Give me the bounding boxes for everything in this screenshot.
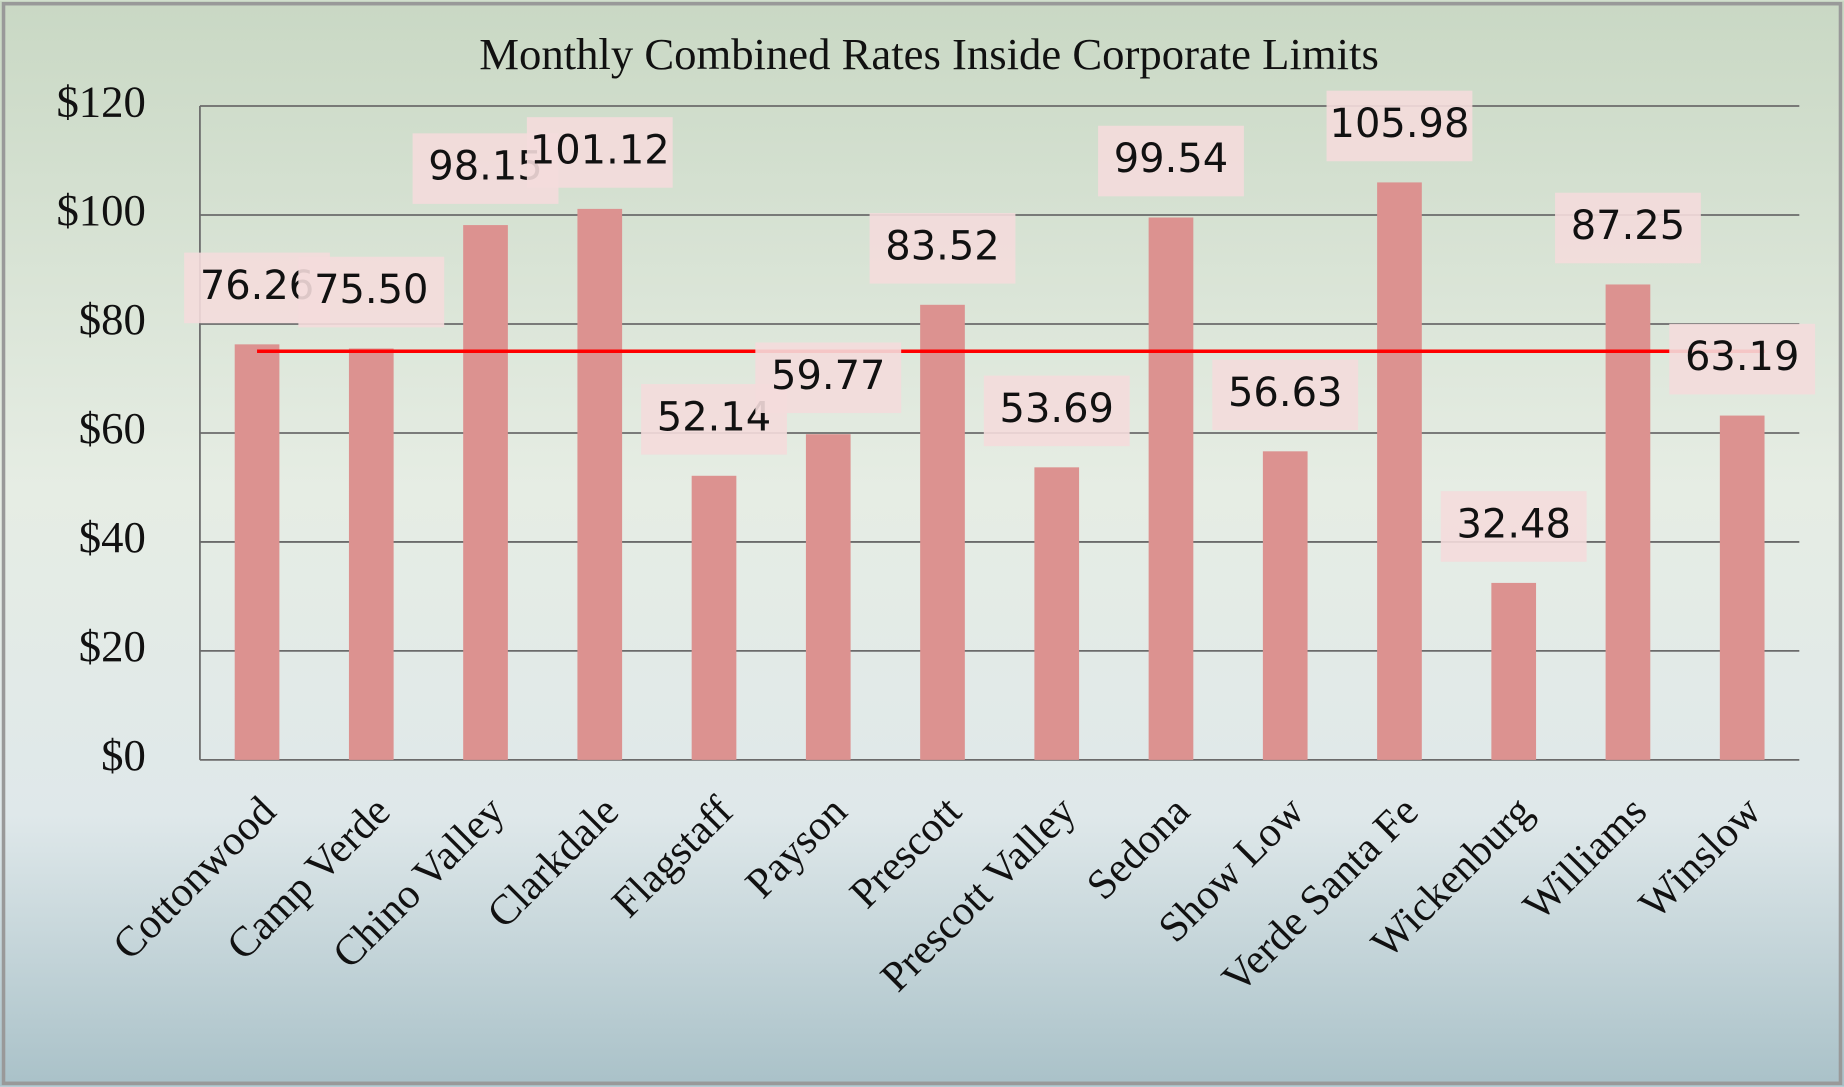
value-label-box	[298, 256, 445, 328]
bar	[577, 208, 623, 760]
bar	[1491, 582, 1537, 760]
value-label: 63.19	[1685, 334, 1799, 380]
bar	[1719, 415, 1765, 760]
bar	[805, 434, 851, 760]
value-label: 32.48	[1456, 501, 1570, 547]
value-label: 83.52	[885, 223, 999, 269]
value-label: 76.26	[200, 263, 314, 309]
y-tick-label: $40	[79, 512, 146, 562]
value-label: 56.63	[1228, 370, 1342, 416]
bar	[1148, 217, 1194, 760]
bar	[463, 225, 508, 760]
value-label-box	[755, 342, 902, 414]
bar	[1377, 182, 1422, 760]
y-tick-label: $0	[101, 730, 146, 780]
bar	[348, 348, 394, 760]
bar	[234, 344, 280, 760]
y-tick-label: $20	[79, 621, 146, 671]
value-label-box	[869, 213, 1016, 284]
value-label-box	[983, 375, 1130, 447]
value-label-box	[1326, 90, 1473, 162]
value-label: 52.14	[657, 394, 771, 440]
y-tick-label: $80	[79, 294, 146, 344]
bar	[1605, 284, 1651, 760]
value-label-box	[1555, 192, 1701, 264]
y-tick-label: $60	[79, 403, 146, 453]
value-label: 99.54	[1114, 136, 1228, 182]
bar	[691, 475, 737, 760]
chart-title: Monthly Combined Rates Inside Corporate …	[479, 29, 1379, 79]
value-label: 75.50	[314, 267, 428, 313]
bar	[1034, 467, 1080, 760]
value-label-box	[1212, 359, 1359, 431]
value-label: 101.12	[530, 127, 670, 173]
bar	[920, 304, 965, 760]
value-label-box	[1669, 323, 1816, 395]
value-label: 53.69	[1000, 386, 1114, 432]
value-label: 105.98	[1330, 101, 1470, 147]
value-label-box	[526, 117, 673, 188]
value-label: 98.15	[428, 144, 542, 190]
bar	[1262, 451, 1308, 760]
value-label-box	[1098, 125, 1244, 197]
y-tick-label: $120	[56, 76, 145, 126]
value-label-box	[1440, 491, 1587, 562]
value-label: 87.25	[1571, 203, 1685, 249]
value-label: 59.77	[771, 353, 885, 399]
y-tick-label: $100	[56, 185, 145, 235]
